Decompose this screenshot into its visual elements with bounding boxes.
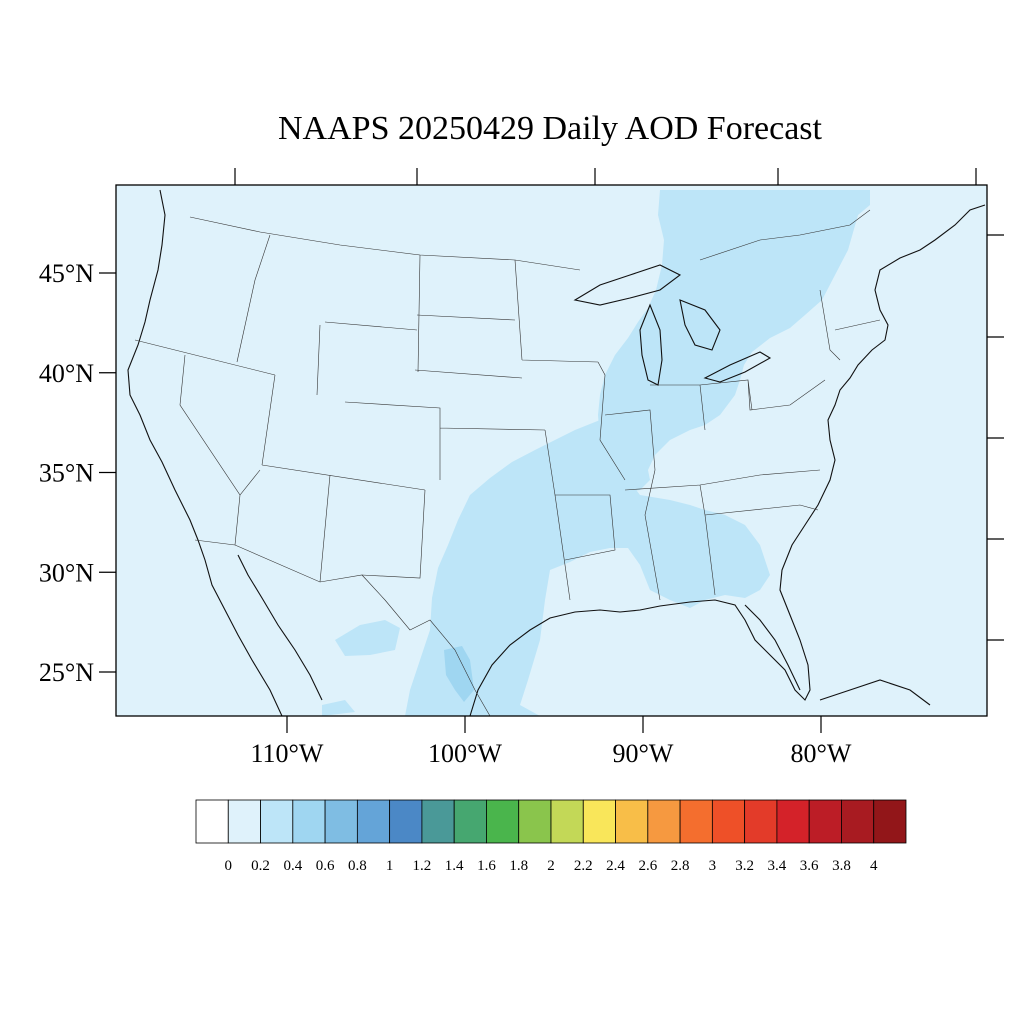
colorbar-label: 0.6 [316, 858, 335, 874]
colorbar-label: 2.8 [671, 858, 690, 874]
colorbar-swatch [841, 799, 875, 844]
aod-field [322, 190, 870, 716]
florida-coast [744, 604, 801, 691]
colorbar-label: 0.8 [348, 858, 367, 874]
coastlines [127, 189, 986, 716]
colorbar-label: 2.6 [638, 858, 657, 874]
colorbar-swatch [776, 799, 810, 844]
gulf-coast [469, 204, 986, 716]
colorbar-label: 3.6 [800, 858, 819, 874]
colorbar-swatch [453, 799, 487, 844]
colorbar-swatch [421, 799, 455, 844]
state-lines-west [134, 234, 599, 583]
cuba-coast [819, 679, 931, 706]
lake-huron [679, 299, 721, 351]
colorbar-swatch [324, 799, 358, 844]
lon-label: 80°W [791, 739, 852, 768]
colorbar-swatch [679, 799, 713, 844]
aod-local-max [444, 646, 474, 702]
lon-label: 100°W [428, 739, 502, 768]
colorbar-label: 3.4 [768, 858, 787, 874]
colorbar-swatch [647, 799, 681, 844]
colorbar-label: 0.2 [251, 858, 270, 874]
lake-superior [573, 264, 682, 306]
pacific-coastline [127, 189, 283, 716]
colorbar-swatch [260, 799, 294, 844]
lon-label: 90°W [613, 739, 674, 768]
colorbar-swatch [873, 799, 907, 844]
lat-label: 30°N [39, 558, 94, 587]
colorbar-label: 2.2 [574, 858, 593, 874]
aod-plume-northeast [598, 190, 870, 492]
us-mexico-border [194, 539, 491, 716]
colorbar-swatch [356, 799, 391, 844]
colorbar-swatch [582, 799, 616, 844]
map-title: NAAPS 20250429 Daily AOD Forecast [278, 110, 822, 147]
gulf-of-california-coast [237, 554, 323, 701]
colorbar-label: 1.4 [445, 858, 464, 874]
colorbar-swatch [389, 799, 423, 844]
colorbar-label: 3 [709, 858, 717, 874]
colorbar-label: 2 [547, 858, 555, 874]
map-ticks [234, 168, 1004, 641]
colorbar-swatch [615, 799, 649, 844]
lat-label: 25°N [39, 658, 94, 687]
colorbar-label: 2.4 [606, 858, 625, 874]
lake-michigan [639, 303, 663, 386]
lon-label: 110°W [251, 739, 324, 768]
lat-label: 45°N [39, 259, 94, 288]
colorbar-swatch [550, 799, 584, 844]
colorbar-swatch [744, 799, 778, 844]
colorbar-label: 0 [225, 858, 233, 874]
colorbar-swatch [486, 799, 520, 844]
lon-labels: 110°W 100°W 90°W 80°W [251, 739, 852, 768]
colorbar-swatch [711, 799, 746, 844]
colorbar-labels: 0 0.2 0.4 0.6 0.8 1 1.2 1.4 1.6 1.8 2 2.2 2.4 2.6 2.8 3… [225, 858, 878, 874]
colorbar-label: 1.6 [477, 858, 496, 874]
colorbar-swatch [227, 799, 261, 844]
colorbar-swatch [292, 799, 326, 844]
us-canada-border [189, 209, 871, 271]
colorbar-label: 3.2 [735, 858, 754, 874]
colorbar-label: 4 [870, 858, 878, 874]
colorbar [195, 799, 907, 844]
state-borders [134, 209, 881, 716]
colorbar-label: 0.4 [283, 858, 302, 874]
colorbar-swatch [195, 799, 229, 844]
lat-labels: 45°N 40°N 35°N 30°N 25°N [39, 259, 94, 687]
colorbar-swatch [518, 799, 552, 844]
aod-plume-south [405, 420, 770, 716]
colorbar-label: 1.2 [413, 858, 432, 874]
colorbar-label: 3.8 [832, 858, 851, 874]
lon-ticks [286, 716, 822, 733]
lat-label: 40°N [39, 359, 94, 388]
colorbar-swatch [808, 799, 842, 844]
aod-patch-baja [322, 700, 355, 716]
lat-ticks [99, 272, 116, 673]
aod-patch-mexico [335, 620, 400, 656]
map-frame [115, 184, 988, 717]
lat-label: 35°N [39, 459, 94, 488]
lake-erie [703, 351, 772, 383]
colorbar-label: 1 [386, 858, 394, 874]
state-lines-east [544, 289, 881, 601]
colorbar-label: 1.8 [509, 858, 528, 874]
